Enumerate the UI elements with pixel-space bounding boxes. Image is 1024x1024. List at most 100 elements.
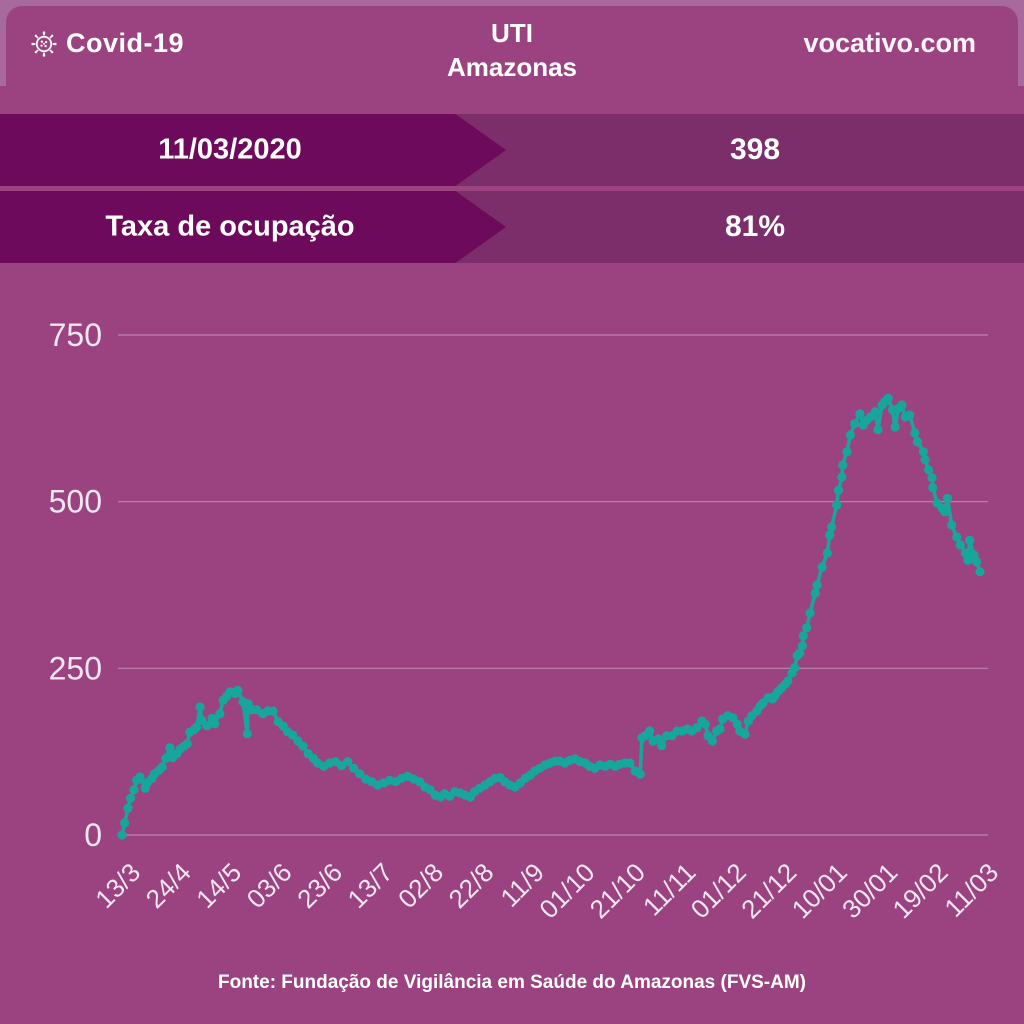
x-tick-label: 01/12 (685, 857, 752, 924)
x-tick-label: 01/10 (533, 857, 600, 924)
data-point (798, 631, 808, 641)
data-point (625, 758, 635, 768)
data-point (129, 785, 139, 795)
data-point (805, 608, 815, 618)
data-point (740, 729, 750, 739)
x-tick-label: 03/6 (241, 857, 298, 914)
data-point (817, 562, 827, 572)
data-point (920, 455, 930, 465)
data-point (692, 723, 702, 733)
data-point (802, 623, 812, 633)
data-point (165, 743, 175, 753)
data-point (182, 739, 192, 749)
data-point (897, 400, 907, 410)
data-point (947, 520, 957, 530)
data-point (195, 702, 205, 712)
data-point (955, 540, 965, 550)
data-point (837, 472, 847, 482)
data-point (910, 428, 920, 438)
data-point (972, 557, 982, 567)
occupancy-label: Taxa de ocupação (105, 210, 355, 243)
data-point (202, 721, 212, 731)
data-point (123, 803, 133, 813)
x-tick-label: 30/01 (836, 857, 903, 924)
data-point (797, 641, 808, 651)
data-point (960, 548, 971, 558)
data-point (790, 663, 800, 673)
date-label: 11/03/2020 (158, 133, 302, 166)
data-point (927, 473, 937, 483)
data-point (135, 772, 145, 782)
data-point (355, 769, 365, 779)
arrow-banner (0, 191, 506, 263)
header-card (6, 6, 1018, 106)
data-point (210, 719, 220, 729)
data-point (825, 530, 835, 540)
data-point (845, 430, 856, 440)
logo-label: Covid-19 (66, 28, 185, 58)
x-tick-label: 23/6 (291, 857, 348, 914)
x-tick-label: 21/12 (735, 857, 802, 924)
source-footer: Fonte: Fundação de Vigilância em Saúde d… (217, 972, 807, 993)
data-point (117, 830, 127, 840)
data-point (645, 726, 655, 736)
chart-title: UTI Amazonas (0, 16, 1024, 84)
x-tick-label: 24/4 (140, 857, 197, 914)
data-point (242, 729, 252, 739)
covid-logo: Covid-19 (30, 28, 184, 59)
data-point (838, 460, 848, 470)
data-point (810, 588, 820, 598)
data-point (850, 419, 860, 429)
y-tick-label: 750 (49, 317, 102, 353)
series-line (120, 396, 982, 837)
data-point (832, 500, 842, 510)
uti-count-value: 398 (729, 133, 781, 166)
title-line-2: Amazonas (446, 52, 578, 82)
data-point (349, 763, 359, 773)
x-tick-label: 13/3 (89, 857, 146, 914)
data-point (288, 730, 298, 740)
y-tick-label: 500 (49, 484, 102, 520)
x-tick-label: 11/03 (938, 857, 1004, 923)
data-point (963, 555, 973, 565)
data-point (905, 410, 915, 420)
x-tick-label: 02/8 (392, 857, 449, 914)
virus-icon (30, 30, 58, 58)
data-point (942, 493, 953, 503)
site-name: vocativo.com (803, 28, 976, 58)
data-point (855, 409, 865, 419)
data-point (192, 722, 202, 732)
data-point (923, 465, 934, 475)
info-row-occupancy: Taxa de ocupação 81% (0, 191, 1024, 263)
data-point (975, 567, 985, 577)
data-point (812, 580, 822, 590)
data-point (783, 676, 793, 686)
arrow-banner (0, 114, 506, 186)
x-tick-label: 11/11 (637, 857, 702, 922)
data-point (912, 437, 923, 447)
data-point (700, 719, 711, 729)
data-point (873, 425, 883, 435)
data-point (233, 685, 243, 695)
data-point (120, 818, 130, 828)
data-point (707, 736, 717, 746)
data-point (833, 485, 844, 495)
data-point (215, 709, 225, 719)
title-line-1: UTI (491, 18, 533, 48)
data-point (870, 407, 880, 417)
data-point (268, 706, 278, 716)
data-point (822, 548, 832, 558)
info-row-date: 11/03/2020 398 (0, 114, 1024, 186)
data-point (657, 741, 667, 751)
data-point (842, 447, 852, 457)
data-point (343, 757, 353, 767)
data-point (635, 769, 645, 779)
data-point (918, 447, 929, 457)
data-point (715, 724, 725, 734)
data-point (952, 532, 962, 542)
occupancy-value: 81% (724, 210, 786, 243)
x-tick-label: 21/10 (584, 857, 651, 924)
x-tick-label: 14/5 (190, 857, 247, 914)
